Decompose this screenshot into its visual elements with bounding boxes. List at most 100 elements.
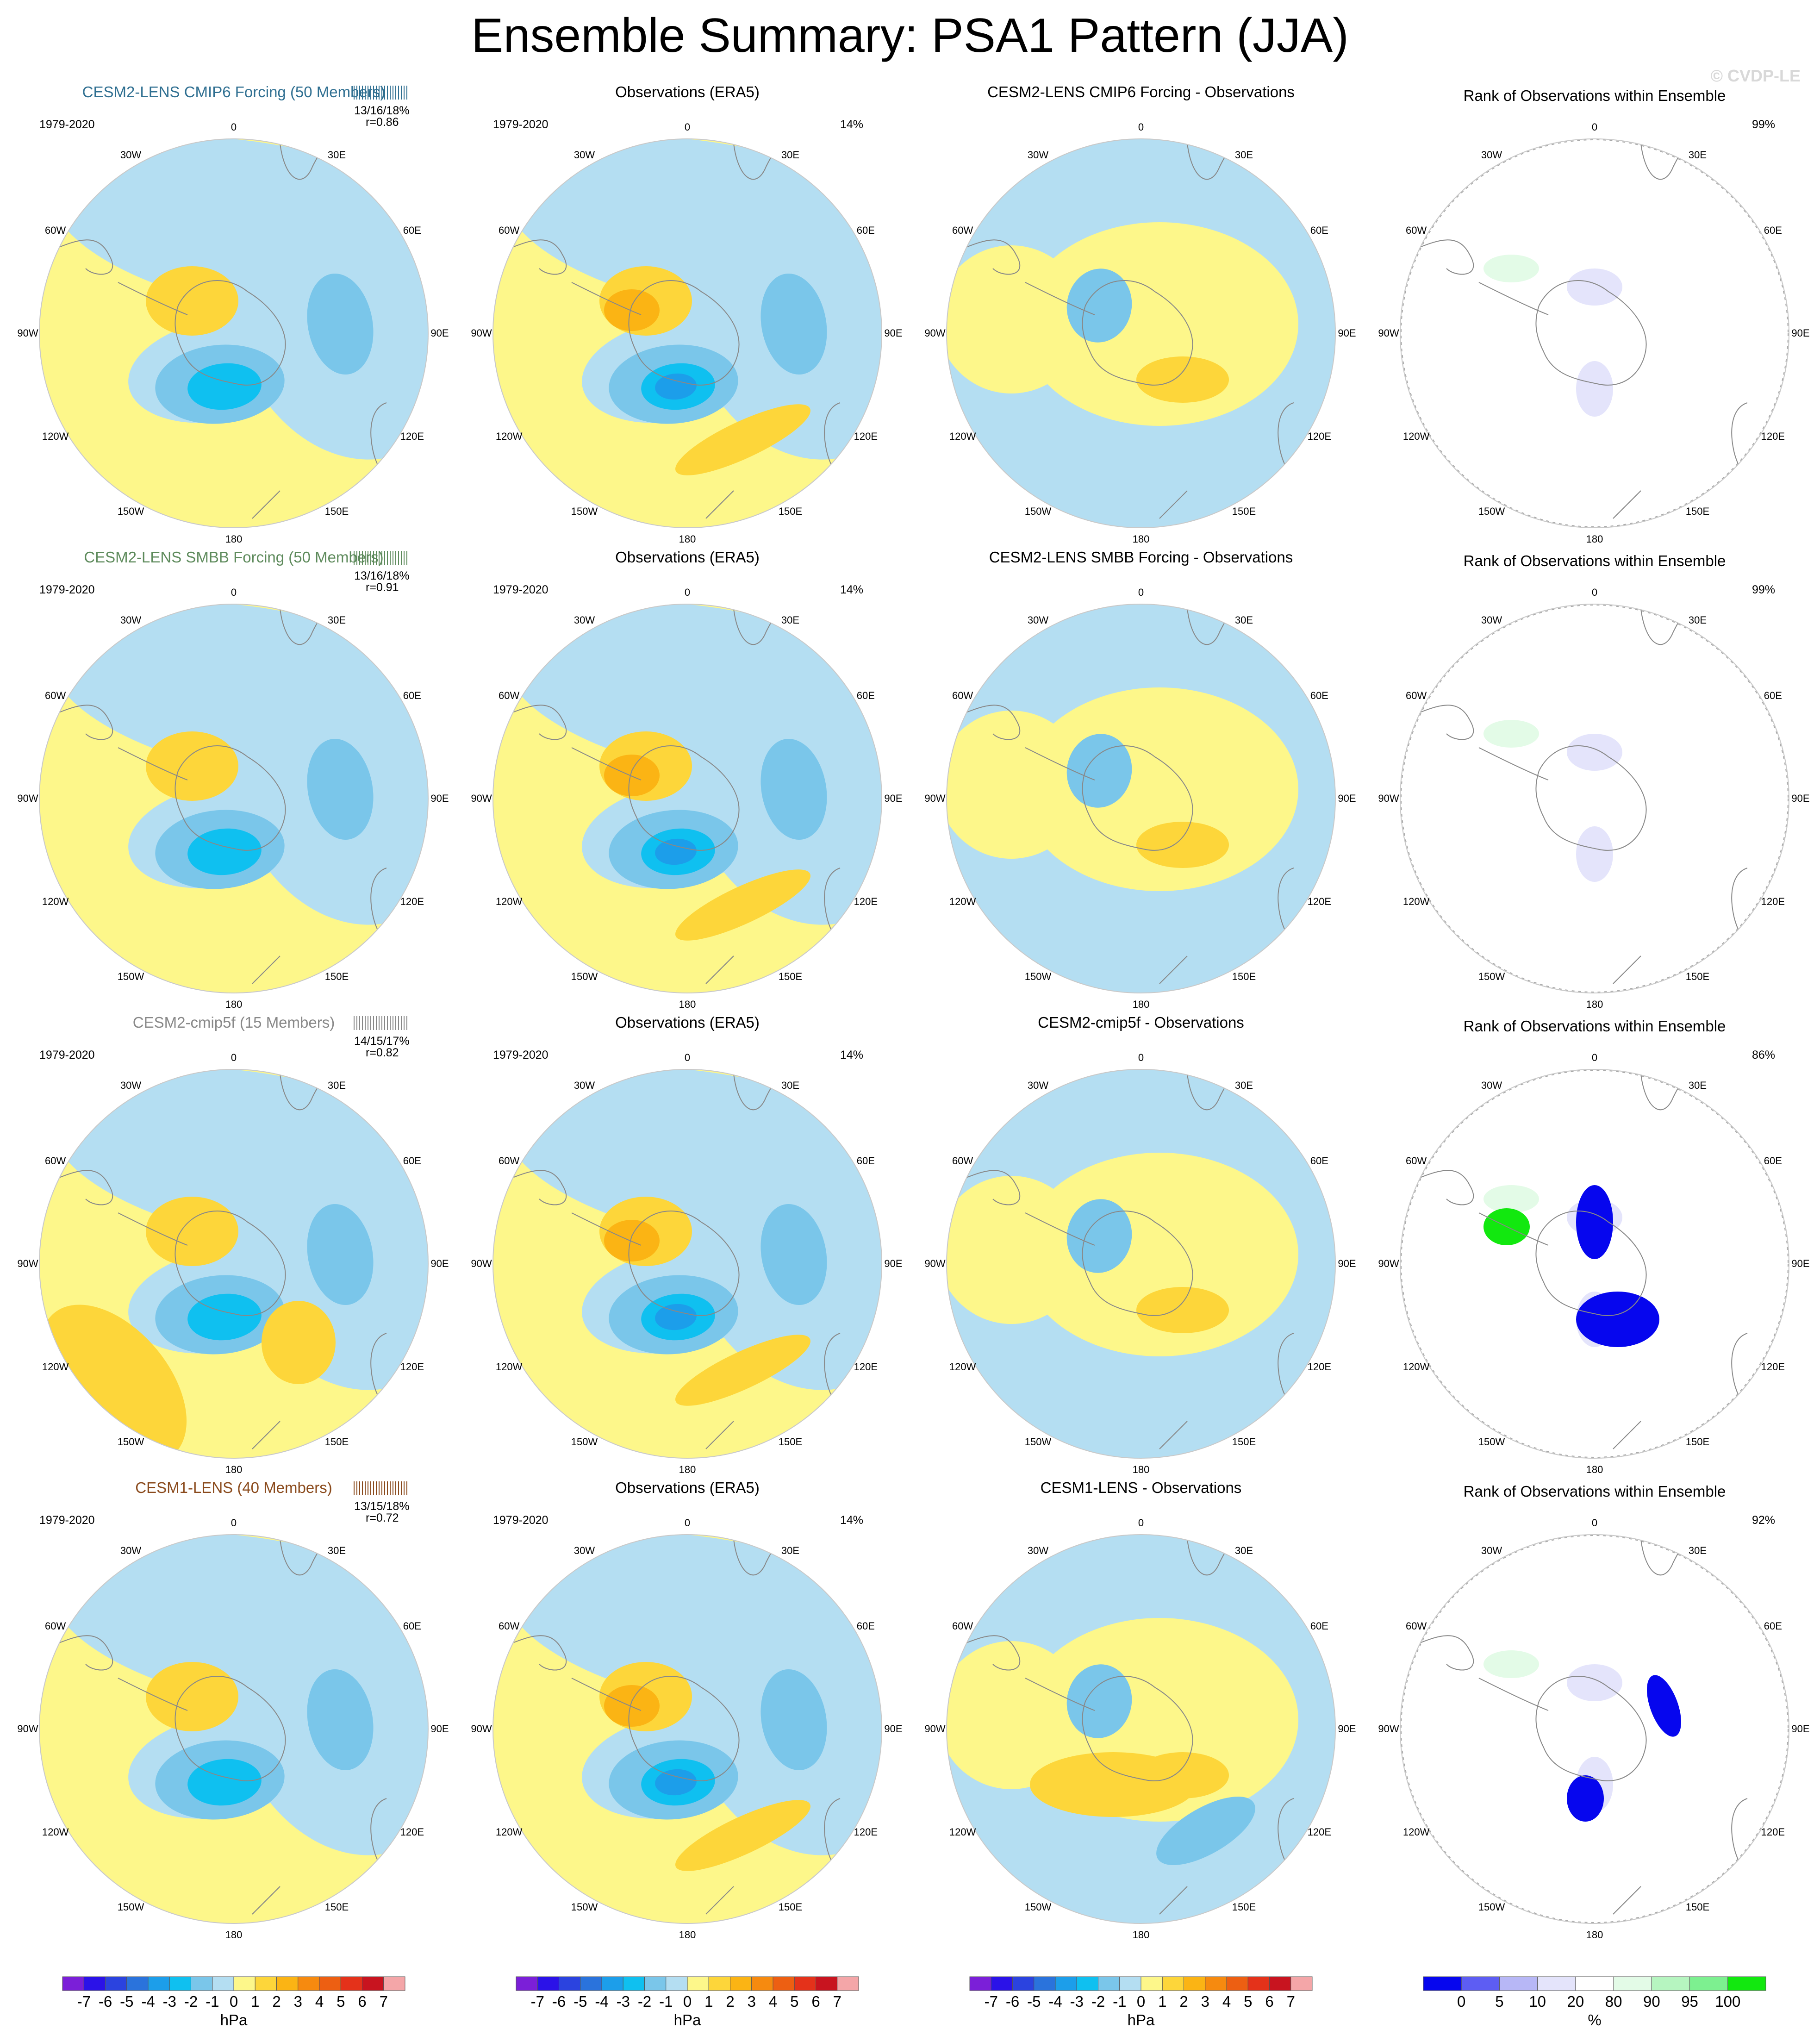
colorbar-tick-label: 6 xyxy=(811,1993,820,2010)
rank-high-region xyxy=(1483,1650,1539,1678)
colorbar-bin xyxy=(1461,1976,1500,1991)
longitude-label: 60E xyxy=(856,1155,875,1167)
map-panel-model xyxy=(39,604,428,993)
difference-negative-core xyxy=(1066,1664,1132,1738)
rank-low-region xyxy=(1567,1664,1622,1701)
coastline-south-america xyxy=(39,1170,113,1205)
map-background xyxy=(1400,604,1789,993)
colorbar-tick-label: 4 xyxy=(1222,1993,1231,2010)
coastline-south-america xyxy=(493,705,567,740)
colorbar-tick-label: 1 xyxy=(704,1993,713,2010)
indian-sector-core xyxy=(307,738,374,840)
colorbar-tick-label: 0 xyxy=(229,1993,238,2010)
longitude-label: 30W xyxy=(120,614,142,626)
longitude-label: 60W xyxy=(952,224,973,236)
longitude-label: 60E xyxy=(1764,1155,1782,1167)
longitude-label: 30W xyxy=(1027,1544,1049,1556)
map-panel-diff xyxy=(947,1069,1335,1458)
longitude-label: 60E xyxy=(1764,1620,1782,1632)
map-frame xyxy=(946,138,1336,528)
colorbar-bin xyxy=(169,1976,191,1991)
colorbar-tick-label: -4 xyxy=(141,1993,155,2010)
coastline-antarctica xyxy=(175,745,286,851)
longitude-label: 180 xyxy=(1132,1929,1150,1941)
longitude-label: 180 xyxy=(1132,999,1150,1010)
colorbar-tick-label: -1 xyxy=(1113,1993,1127,2010)
coastline-south-america xyxy=(947,1170,1020,1205)
longitude-label: 30E xyxy=(781,614,800,626)
colorbar-bin xyxy=(340,1976,362,1991)
colorbar-bin xyxy=(623,1976,645,1991)
longitude-label: 150E xyxy=(324,1901,349,1913)
longitude-label: 120W xyxy=(42,1361,69,1373)
longitude-label: 90E xyxy=(1791,1723,1810,1735)
coastline-peninsula xyxy=(1025,1212,1095,1246)
colorbar-tick-label: 4 xyxy=(315,1993,324,2010)
peninsula-high-core xyxy=(604,289,660,331)
member-variance-strip xyxy=(354,86,407,100)
longitude-label: 90E xyxy=(884,1723,903,1735)
map-panel-model xyxy=(39,139,428,528)
longitude-label: 60E xyxy=(1310,689,1328,701)
colorbar-bin xyxy=(1651,1976,1690,1991)
colorbar-tick-label: 5 xyxy=(337,1993,345,2010)
longitude-label: 120E xyxy=(1307,1826,1332,1838)
longitude-label: 60E xyxy=(1310,1155,1328,1167)
colorbar-tick-label: -2 xyxy=(637,1993,652,2010)
indian-sector-core xyxy=(760,1669,827,1771)
longitude-label: 0 xyxy=(231,587,237,598)
map-frame xyxy=(39,604,429,993)
colorbar-tick-label: 90 xyxy=(1643,1993,1660,2010)
longitude-label: 0 xyxy=(1591,587,1598,598)
colorbar-tick-label: 2 xyxy=(726,1993,735,2010)
colorbar-bin xyxy=(1184,1976,1206,1991)
colorbar-tick-label: 5 xyxy=(1495,1993,1504,2010)
longitude-label: 60E xyxy=(856,224,875,236)
colorbar-bin xyxy=(559,1976,581,1991)
model-variance-stats: 13/16/18% xyxy=(354,569,410,582)
coastline-antarctica xyxy=(628,280,740,386)
coastline-antarctica xyxy=(1535,745,1647,851)
coastline-new-zealand xyxy=(1159,955,1188,984)
longitude-label: 0 xyxy=(1138,587,1144,598)
southwest-pacific-high xyxy=(675,869,810,941)
longitude-label: 120E xyxy=(1307,430,1332,442)
southwest-pacific-high xyxy=(675,404,810,475)
pacific-low-deep xyxy=(655,838,697,865)
colorbar-tick-label: -3 xyxy=(162,1993,176,2010)
difference-negative-core xyxy=(1066,1199,1132,1273)
colorbar-bin xyxy=(1613,1976,1652,1991)
longitude-label: 60W xyxy=(44,1155,66,1167)
longitude-label: 180 xyxy=(225,533,243,545)
difference-positive-west xyxy=(947,1641,1085,1789)
rank-low-core-2 xyxy=(1576,1292,1659,1347)
colorbar-tick-label: -5 xyxy=(120,1993,134,2010)
rank-percentile: 99% xyxy=(1752,583,1776,596)
longitude-label: 30W xyxy=(120,1079,142,1091)
longitude-label: 120W xyxy=(495,895,523,907)
colorbar-tick-label: -6 xyxy=(1005,1993,1020,2010)
rank-panel-title: Rank of Observations within Ensemble xyxy=(1463,1018,1726,1035)
longitude-label: 30E xyxy=(327,149,346,161)
longitude-label: 120E xyxy=(854,1826,878,1838)
peninsula-high-core xyxy=(604,1685,660,1727)
longitude-label: 90E xyxy=(1791,793,1810,804)
colorbar-tick-label: 1 xyxy=(251,1993,260,2010)
difference-positive-pacific xyxy=(1030,1752,1197,1817)
model-variance-stats: 13/15/18% xyxy=(354,1500,410,1513)
observations-period: 1979-2020 xyxy=(493,1514,548,1527)
difference-positive-core xyxy=(1136,1287,1229,1333)
colorbar-bin xyxy=(1098,1976,1120,1991)
colorbar-bin xyxy=(687,1976,709,1991)
colorbar-tick-label: 5 xyxy=(1244,1993,1253,2010)
colorbar-bin xyxy=(1012,1976,1035,1991)
longitude-label: 60W xyxy=(498,1155,520,1167)
colorbar-tick-label: 0 xyxy=(683,1993,692,2010)
colorbar-bin xyxy=(991,1976,1013,1991)
longitude-label: 150E xyxy=(778,971,803,983)
rank-panel-title: Rank of Observations within Ensemble xyxy=(1463,552,1726,569)
longitude-label: 60E xyxy=(403,689,421,701)
rank-low-region xyxy=(1567,268,1622,306)
map-frame xyxy=(39,138,429,528)
coastline-new-zealand xyxy=(1159,1886,1188,1915)
